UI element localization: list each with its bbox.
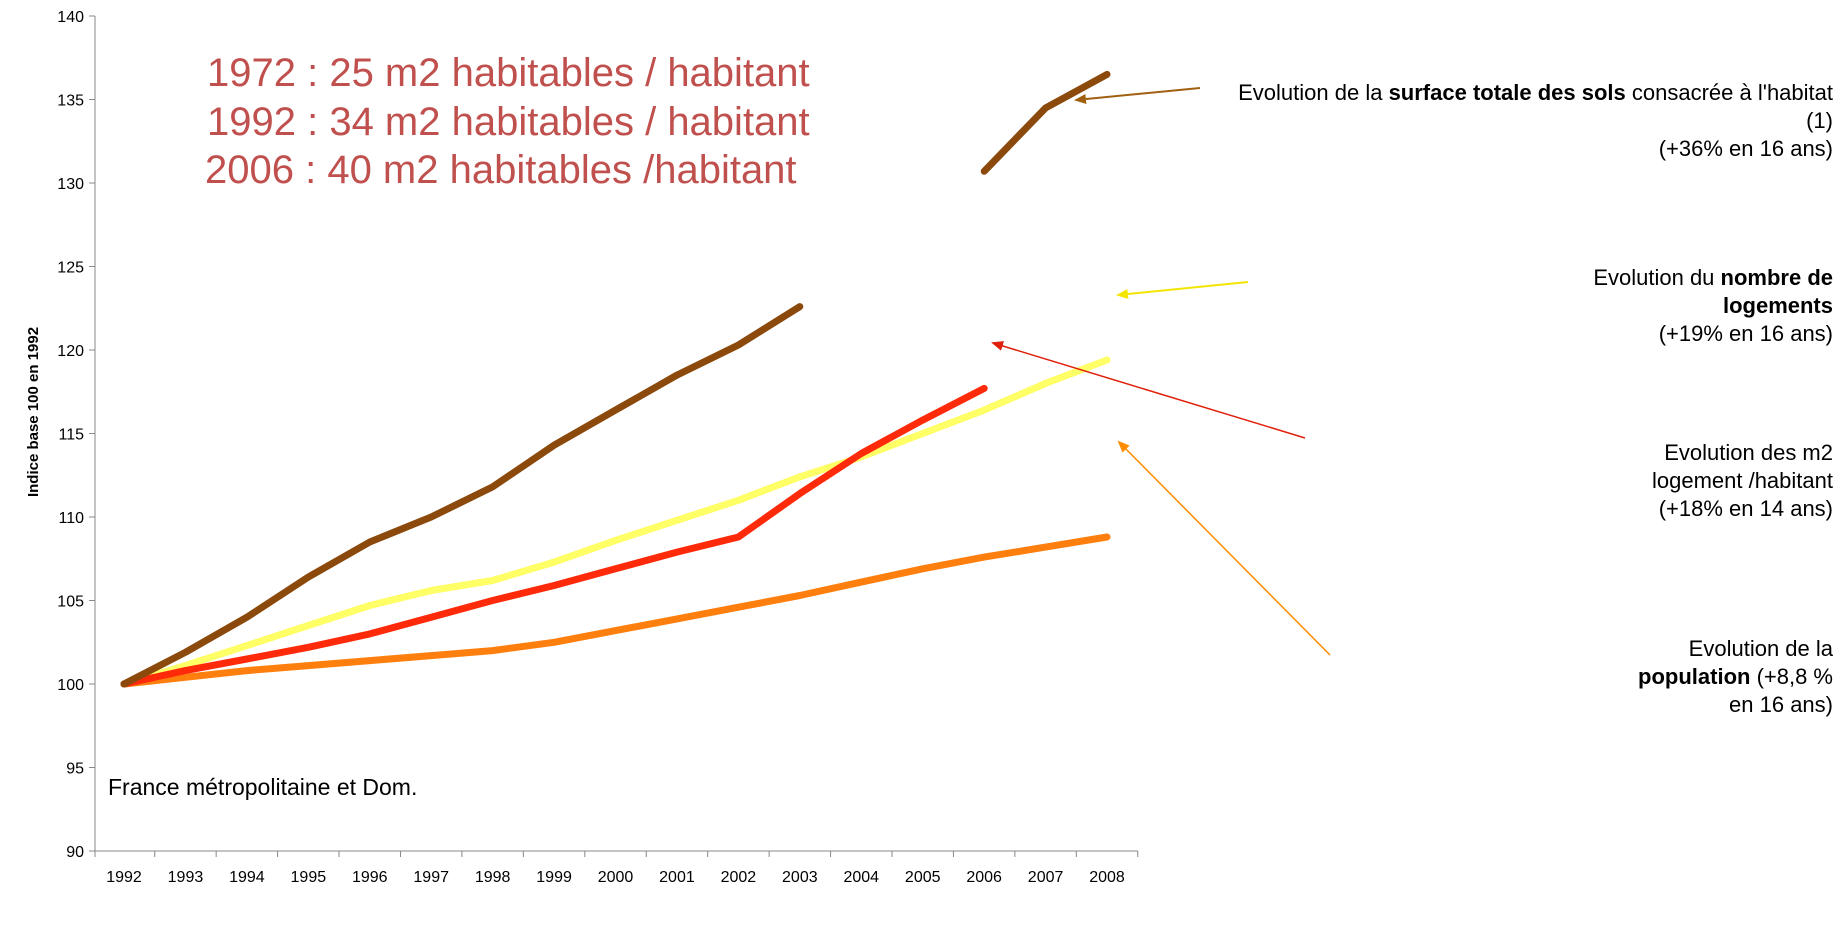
x-tick-label: 1996 (352, 869, 388, 886)
x-tick-label: 2008 (1089, 869, 1125, 886)
label-surface-bold: surface totale des sols (1388, 80, 1626, 105)
series-population (120, 533, 1111, 688)
series-layer (120, 70, 1111, 688)
label-surface-post: consacrée à l'habitat (1625, 80, 1833, 105)
label-surface: Evolution de la surface totale des sols … (1193, 79, 1833, 163)
label-logements-pre: Evolution du (1593, 265, 1721, 290)
series-nombre-logements (120, 356, 1111, 688)
arrow-logements (1116, 281, 1249, 299)
x-tick-label: 2002 (721, 869, 757, 886)
label-m2-line1: Evolution des m2 (1664, 440, 1833, 465)
x-tick-label: 1997 (413, 869, 449, 886)
y-tick-label: 135 (57, 93, 84, 110)
series-surface-sols (980, 70, 1111, 175)
label-surface-change: (+36% en 16 ans) (1658, 136, 1833, 161)
label-m2: Evolution des m2 logement /habitant (+18… (1513, 439, 1833, 523)
series-m2-habitant (120, 384, 988, 688)
region-note: France métropolitaine et Dom. (108, 774, 417, 800)
label-surface-pre: Evolution de la (1238, 80, 1389, 105)
label-m2-line2: logement /habitant (1651, 468, 1833, 493)
x-tick-label: 2003 (782, 869, 818, 886)
label-population: Evolution de la population (+8,8 % en 16… (1513, 635, 1833, 719)
y-tick-label: 115 (58, 427, 84, 444)
label-logements-change: (+19% en 16 ans) (1658, 321, 1833, 346)
y-tick-label: 125 (57, 260, 84, 277)
x-tick-label: 2001 (659, 869, 695, 886)
y-tick-label: 90 (66, 844, 84, 861)
arrow-population (1117, 440, 1331, 656)
label-population-post: (+8,8 % (1750, 664, 1833, 689)
y-tick-label: 140 (57, 9, 84, 26)
y-tick-label: 110 (58, 510, 84, 527)
x-tick-label: 2006 (966, 869, 1002, 886)
label-surface-note: (1) (1806, 108, 1833, 133)
label-logements-bold2: logements (1722, 293, 1833, 318)
y-tick-label: 130 (57, 176, 84, 193)
arrow-m2 (991, 341, 1306, 439)
label-population-line1: Evolution de la (1688, 636, 1833, 661)
y-axis-label: Indice base 100 en 1992 (25, 327, 42, 497)
arrow-surface (1074, 87, 1201, 105)
y-tick-label: 95 (66, 761, 84, 778)
label-m2-change: (+18% en 14 ans) (1658, 496, 1833, 521)
y-tick-label: 100 (57, 677, 84, 694)
label-logements-bold1: nombre de (1720, 265, 1833, 290)
axes: 90 95 100 105 110 115 120 125 130 135 140 1992 1993 1… (57, 9, 1139, 886)
x-tick-label: 2000 (598, 869, 634, 886)
series-surface-sols (120, 303, 804, 688)
x-tick-label: 1999 (536, 869, 572, 886)
label-population-change: en 16 ans) (1729, 692, 1833, 717)
y-tick-label: 105 (57, 594, 84, 611)
label-population-bold: population (1638, 664, 1751, 689)
label-logements: Evolution du nombre de logements (+19% e… (1473, 264, 1833, 348)
x-tick-label: 1993 (168, 869, 204, 886)
x-tick-label: 1994 (229, 869, 265, 886)
annotation-2006: 2006 : 40 m2 habitables /habitant (205, 148, 797, 192)
x-tick-label: 1998 (475, 869, 511, 886)
x-tick-label: 1995 (291, 869, 327, 886)
y-tick-label: 120 (57, 343, 84, 360)
x-tick-label: 2005 (905, 869, 941, 886)
annotation-1972: 1972 : 25 m2 habitables / habitant (207, 51, 810, 95)
x-tick-label: 2007 (1028, 869, 1064, 886)
x-tick-label: 2004 (843, 869, 879, 886)
x-tick-label: 1992 (106, 869, 142, 886)
annotation-1992: 1992 : 34 m2 habitables / habitant (207, 100, 810, 144)
